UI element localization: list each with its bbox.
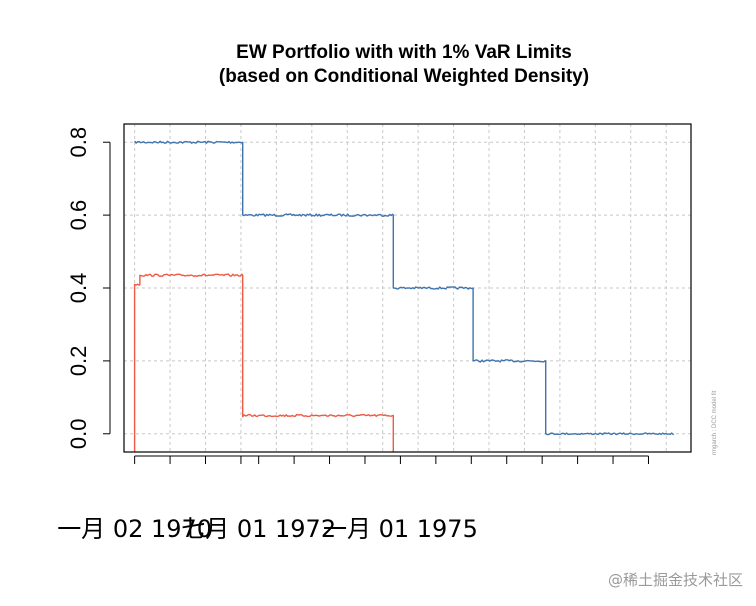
y-tick-label-4: 0.8: [66, 127, 91, 158]
y-tick-label-0: 0.0: [66, 418, 91, 449]
series-line-weight: [134, 140, 674, 436]
x-tick-label-8: 一月 01 1975: [323, 515, 478, 543]
chart-title: EW Portfolio with with 1% VaR Limits: [236, 42, 572, 63]
y-axis: 0.0 0.2 0.4 0.6 0.8: [66, 127, 111, 449]
x-tick-label-0: 一月 02 1970: [57, 515, 212, 543]
chart-credit: rmgarch : DCC model fit: [712, 390, 718, 455]
series-line-var_limit: [133, 273, 394, 452]
plot-frame: [123, 123, 692, 453]
chart-subtitle: (based on Conditional Weighted Density): [219, 66, 589, 87]
x-tick-label-4: 七月 01 1972: [181, 515, 336, 543]
y-tick-label-1: 0.2: [66, 346, 91, 377]
y-tick-label-3: 0.6: [66, 200, 91, 231]
y-tick-label-2: 0.4: [66, 273, 91, 304]
series-group: [133, 140, 674, 452]
watermark-text: @稀土掘金技术社区: [608, 571, 743, 589]
